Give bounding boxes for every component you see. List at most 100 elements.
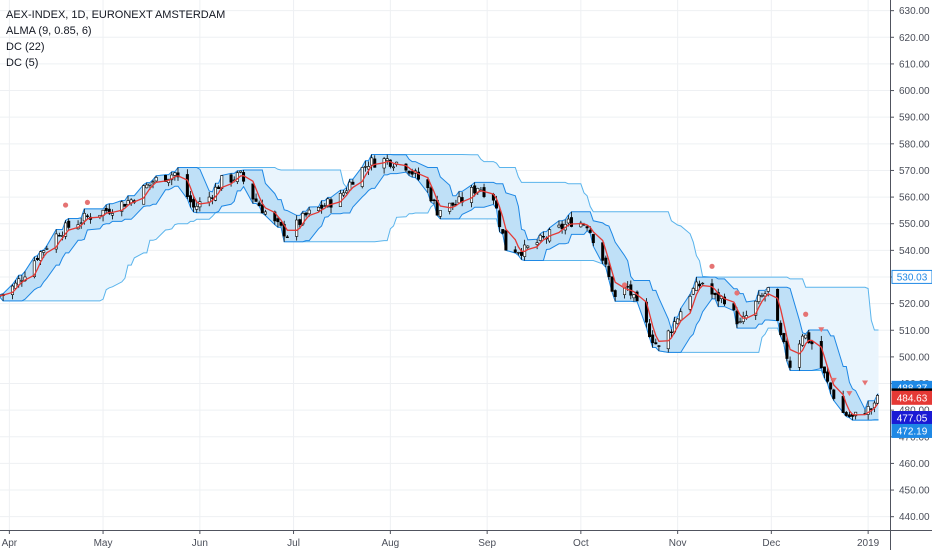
candle-body	[154, 177, 158, 182]
candle-body	[676, 318, 680, 324]
y-tick-label: 620.00	[899, 33, 930, 44]
candle-body	[407, 170, 411, 174]
candle-body	[107, 208, 111, 214]
candle-body	[238, 170, 242, 173]
candle-body	[763, 293, 767, 297]
signal-dot	[621, 282, 628, 288]
candle-body	[254, 198, 258, 202]
candle-body	[585, 226, 589, 229]
candle-body	[210, 197, 214, 199]
indicator-dc5[interactable]: DC (5)	[6, 57, 39, 69]
y-tick-label: 610.00	[899, 59, 930, 70]
y-tick-label: 600.00	[899, 86, 930, 97]
signal-markers	[62, 199, 869, 397]
candle-body	[185, 174, 189, 197]
candle-body	[229, 174, 233, 183]
candle-body	[363, 166, 367, 168]
candle-body	[39, 251, 43, 261]
candle-body	[535, 242, 539, 245]
candle-body	[776, 288, 780, 321]
signal-triangle	[846, 391, 853, 397]
candle-body	[782, 333, 786, 343]
candle-body	[104, 207, 108, 211]
candle-body	[79, 222, 83, 224]
indicator-dc22[interactable]: DC (22)	[6, 41, 45, 53]
candle-body	[295, 219, 299, 237]
price-tag-box	[891, 390, 932, 405]
candle-body	[513, 249, 517, 253]
indicator-alma[interactable]: ALMA (9, 0.85, 6)	[6, 25, 92, 37]
signal-dot	[62, 202, 69, 208]
candle-body	[566, 218, 570, 224]
candle-body	[569, 217, 573, 227]
candle-body	[541, 236, 545, 238]
candle-body	[610, 276, 614, 292]
candle-body	[67, 220, 71, 228]
dc22-fill	[0, 154, 879, 421]
x-tick-label: Dec	[762, 538, 780, 549]
y-tick-label: 510.00	[899, 326, 930, 337]
candle-body	[323, 205, 327, 207]
candle-body	[120, 201, 124, 212]
candle-body	[738, 321, 742, 323]
candle-body	[457, 196, 461, 204]
y-tick-label: 440.00	[899, 512, 930, 523]
candle-body	[307, 209, 311, 215]
candle-body	[766, 287, 770, 292]
candle-body	[35, 257, 39, 260]
candle-body	[195, 206, 199, 210]
candle-body	[701, 282, 705, 285]
candle-body	[760, 295, 764, 297]
price-tag-box	[891, 423, 932, 438]
candle-body	[348, 181, 352, 191]
signal-dot	[803, 311, 809, 317]
candle-body	[757, 294, 761, 302]
candle-body	[504, 230, 508, 251]
candle-body	[188, 195, 192, 203]
candle-body	[385, 158, 389, 161]
x-tick-label: Apr	[2, 538, 18, 549]
candle-body	[713, 292, 717, 296]
candle-body	[370, 157, 374, 166]
candle-body	[276, 218, 280, 223]
candle-body	[754, 300, 758, 316]
candle-body	[345, 190, 349, 194]
candle-body	[501, 229, 505, 234]
candle-body	[342, 192, 346, 196]
candle-body	[847, 414, 851, 417]
candle-body	[470, 187, 474, 203]
signal-dot	[734, 290, 740, 296]
candle-body	[810, 341, 814, 345]
candle-body	[173, 172, 177, 176]
candle-body	[279, 221, 283, 226]
candle-body	[54, 233, 58, 250]
candle-body	[785, 340, 789, 359]
candle-body	[416, 171, 420, 180]
candle-body	[285, 236, 289, 238]
candle-body	[538, 234, 542, 241]
candle-body	[557, 224, 561, 228]
candle-body	[326, 198, 330, 207]
candle-body	[429, 187, 433, 202]
candle-body	[329, 199, 333, 208]
alma-line	[0, 160, 879, 416]
candle-body	[451, 202, 455, 206]
candle-body	[57, 235, 61, 237]
candle-body	[142, 185, 146, 205]
candle-body	[679, 311, 683, 321]
candle-body	[176, 172, 180, 178]
candle-body	[651, 334, 655, 344]
x-tick-label: 2019	[857, 538, 880, 549]
candle-body	[698, 283, 702, 287]
candle-body	[604, 257, 608, 265]
candle-body	[351, 181, 355, 185]
candle-body	[741, 316, 745, 322]
candle-body	[735, 310, 739, 325]
candle-body	[819, 341, 823, 369]
candle-body	[635, 291, 639, 302]
y-tick-label: 570.00	[899, 166, 930, 177]
candle-body	[391, 166, 395, 169]
